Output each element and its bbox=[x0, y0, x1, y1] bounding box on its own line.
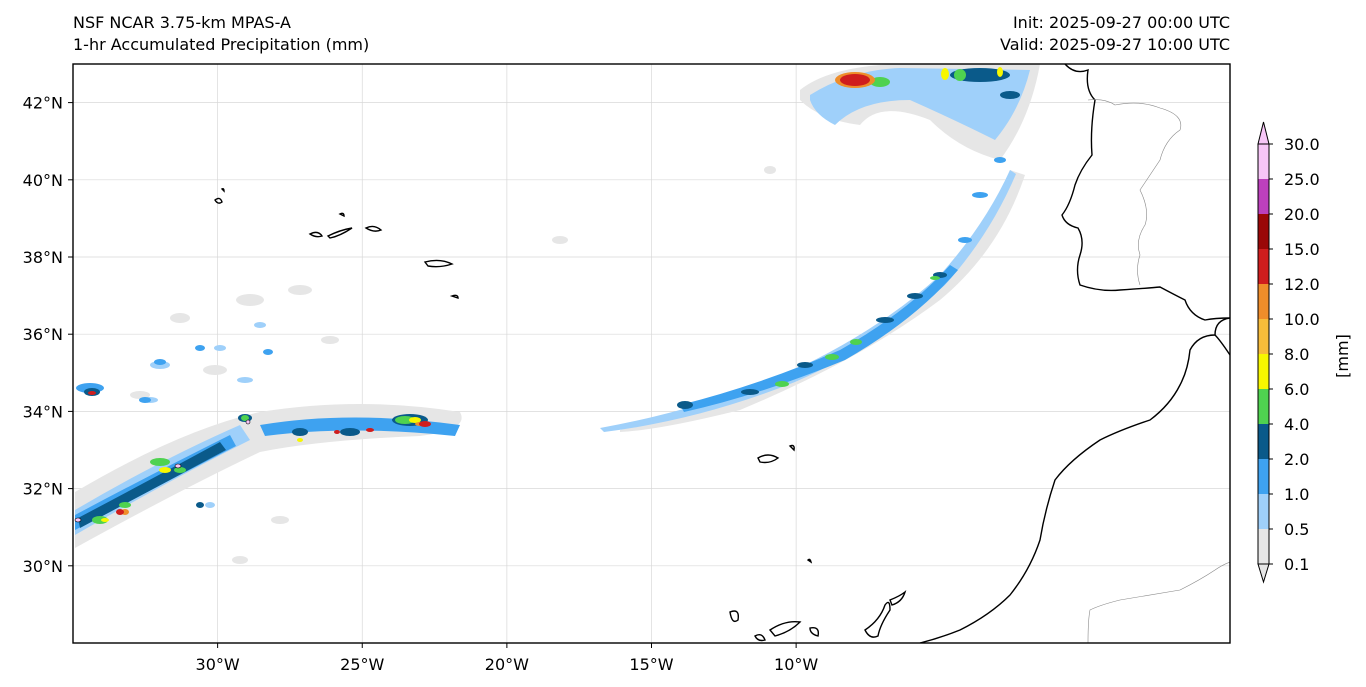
lon-axis: 30°W 25°W 20°W 15°W 10°W bbox=[196, 643, 818, 674]
lat-tick-label: 32°N bbox=[23, 480, 63, 499]
colorbar-swatch bbox=[1258, 424, 1269, 459]
island-selvagens bbox=[806, 558, 813, 564]
colorbar-swatch bbox=[1258, 494, 1269, 529]
island-lanzarote bbox=[889, 590, 907, 606]
lat-axis: 42°N 40°N 38°N 36°N 34°N 32°N 30°N bbox=[23, 94, 73, 576]
island-flores bbox=[214, 197, 223, 204]
island-portosanto bbox=[788, 444, 795, 452]
island-corvo bbox=[220, 188, 225, 193]
colorbar-tick-label: 1.0 bbox=[1284, 485, 1309, 504]
colorbar-swatch bbox=[1258, 179, 1269, 214]
colorbar-tick-label: 10.0 bbox=[1284, 310, 1320, 329]
island-faial bbox=[308, 231, 324, 238]
lon-tick-label: 10°W bbox=[774, 655, 818, 674]
colorbar-swatch bbox=[1258, 144, 1269, 179]
lon-tick-label: 20°W bbox=[485, 655, 529, 674]
colorbar-swatch bbox=[1258, 284, 1269, 319]
title-left: NSF NCAR 3.75-km MPAS-A 1-hr Accumulated… bbox=[73, 12, 369, 56]
coastlines bbox=[214, 64, 1230, 643]
valid-time: Valid: 2025-09-27 10:00 UTC bbox=[999, 35, 1230, 54]
island-fuerteventura bbox=[864, 601, 891, 638]
island-lapalma bbox=[729, 610, 740, 623]
island-graciosa bbox=[338, 212, 345, 218]
colorbar-swatch bbox=[1258, 389, 1269, 424]
colorbar-swatch bbox=[1258, 459, 1269, 494]
colorbar-tick-label: 25.0 bbox=[1284, 170, 1320, 189]
island-pico bbox=[326, 227, 353, 239]
iberia-coast bbox=[1061, 64, 1230, 321]
colorbar-swatch bbox=[1258, 354, 1269, 389]
lat-tick-label: 36°N bbox=[23, 325, 63, 344]
colorbar-max-extend bbox=[1257, 121, 1270, 145]
colorbar-swatch bbox=[1258, 319, 1269, 354]
model-title: NSF NCAR 3.75-km MPAS-A bbox=[73, 13, 291, 32]
island-saojorge bbox=[364, 225, 383, 232]
lat-tick-label: 40°N bbox=[23, 171, 63, 190]
title-right: Init: 2025-09-27 00:00 UTC Valid: 2025-0… bbox=[1000, 12, 1230, 56]
colorbar-min-extend bbox=[1257, 563, 1270, 584]
africa-coast bbox=[919, 317, 1230, 643]
colorbar-tick-label: 6.0 bbox=[1284, 380, 1309, 399]
colorbar-tick-label: 2.0 bbox=[1284, 450, 1309, 469]
precip-2-0 bbox=[78, 68, 1020, 528]
colorbar-tick-label: 0.5 bbox=[1284, 520, 1309, 539]
island-gomera bbox=[754, 633, 766, 642]
precip-12-0 bbox=[88, 74, 870, 515]
island-saomiguel bbox=[423, 259, 454, 268]
colorbar-swatch bbox=[1258, 214, 1269, 249]
island-santamaria bbox=[449, 294, 459, 299]
colorbar-swatch bbox=[1258, 249, 1269, 284]
colorbar: 0.1 0.5 1.0 2.0 4.0 6.0 8.0 10.0 12.0 15.0 20.0 25.… bbox=[1257, 121, 1320, 584]
lon-tick-label: 30°W bbox=[196, 655, 240, 674]
lat-tick-label: 38°N bbox=[23, 248, 63, 267]
country-borders bbox=[1087, 99, 1230, 643]
colorbar-tick-label: 30.0 bbox=[1284, 135, 1320, 154]
colorbar-tick-label: 4.0 bbox=[1284, 415, 1309, 434]
strait-coast bbox=[1214, 334, 1230, 356]
precip-4-0 bbox=[92, 69, 966, 524]
colorbar-tick-label: 0.1 bbox=[1284, 555, 1309, 574]
colorbar-tick-label: 15.0 bbox=[1284, 240, 1320, 259]
colorbar-unit-label: [mm] bbox=[1333, 334, 1352, 378]
gridlines bbox=[73, 64, 1230, 643]
lon-tick-label: 25°W bbox=[340, 655, 384, 674]
lat-tick-label: 34°N bbox=[23, 402, 63, 421]
precip-25-0 bbox=[74, 419, 251, 523]
colorbar-tick-label: 20.0 bbox=[1284, 205, 1320, 224]
field-title: 1-hr Accumulated Precipitation (mm) bbox=[73, 35, 370, 54]
morocco-border bbox=[1087, 561, 1230, 643]
precip-field bbox=[74, 64, 1040, 564]
island-madeira bbox=[757, 454, 780, 464]
lon-tick-label: 15°W bbox=[629, 655, 673, 674]
lat-tick-label: 30°N bbox=[23, 557, 63, 576]
colorbar-swatch bbox=[1258, 529, 1269, 564]
init-time: Init: 2025-09-27 00:00 UTC bbox=[1012, 13, 1230, 32]
colorbar-tick-label: 12.0 bbox=[1284, 275, 1320, 294]
precip-6-0 bbox=[101, 67, 1003, 522]
portugal-spain-border bbox=[1087, 99, 1182, 286]
lat-tick-label: 42°N bbox=[23, 94, 63, 113]
island-tenerife bbox=[768, 620, 802, 637]
colorbar-tick-label: 8.0 bbox=[1284, 345, 1309, 364]
island-grancanaria bbox=[809, 626, 820, 637]
